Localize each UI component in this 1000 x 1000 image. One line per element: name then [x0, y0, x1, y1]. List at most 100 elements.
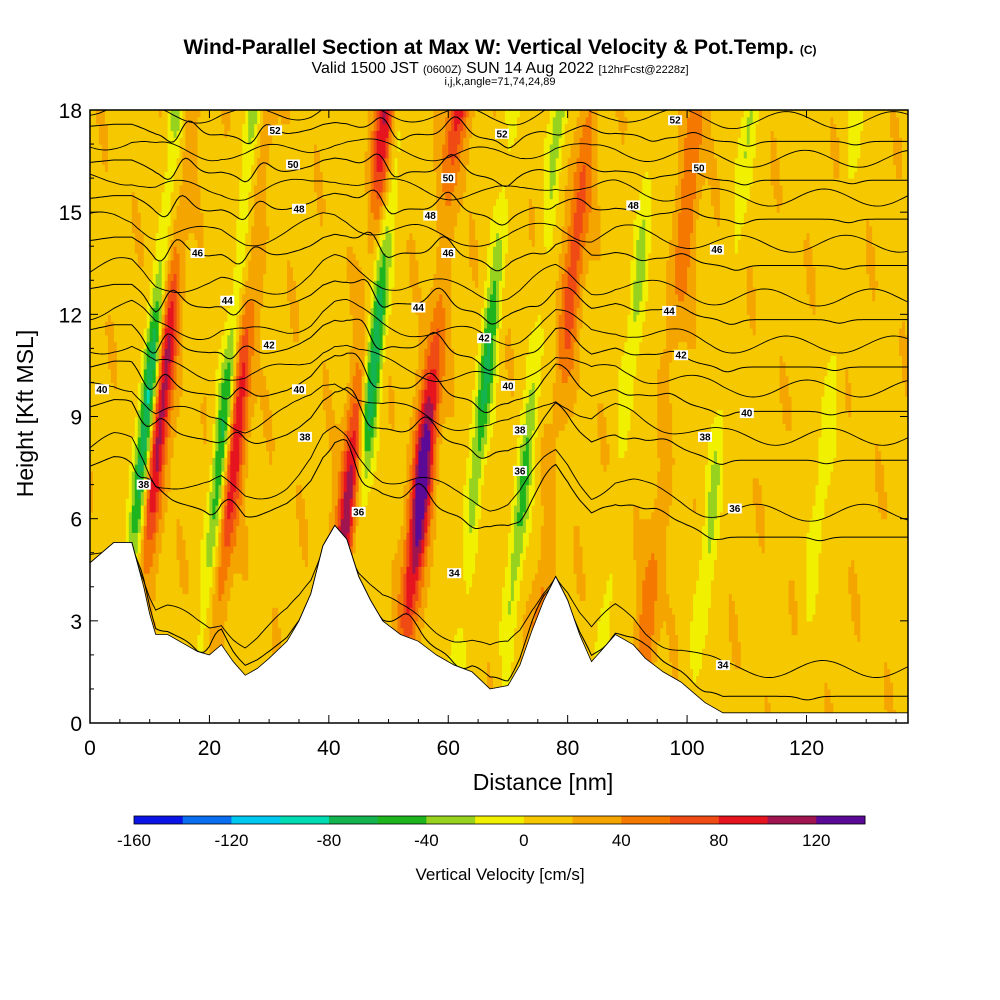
heat-cell — [137, 389, 142, 397]
heat-cell — [104, 259, 109, 268]
heat-cell — [116, 382, 121, 390]
heat-cell — [116, 532, 121, 540]
heat-cell — [116, 484, 121, 493]
heat-cell — [113, 266, 118, 275]
heat-cell — [125, 368, 130, 377]
heat-cell — [143, 205, 148, 213]
heat-cell — [125, 382, 130, 390]
heat-cell — [107, 218, 112, 227]
heat-cell — [137, 436, 142, 445]
heat-cell — [107, 266, 112, 275]
heat-cell — [125, 123, 130, 132]
heat-cell — [104, 205, 109, 213]
heat-cell — [131, 484, 136, 493]
heat-cell — [104, 130, 109, 138]
heat-cell — [95, 191, 100, 200]
heat-cell — [95, 443, 100, 452]
heat-cell — [137, 116, 142, 125]
heat-cell — [143, 348, 148, 356]
heat-cell — [90, 130, 94, 138]
heat-cell — [125, 232, 130, 241]
heat-cell — [125, 430, 130, 438]
heat-cell — [95, 314, 100, 322]
heat-cell — [134, 552, 139, 561]
heat-cell — [128, 402, 133, 411]
heat-cell — [119, 341, 124, 349]
heat-cell — [101, 505, 106, 513]
heat-cell — [101, 396, 106, 404]
heat-cell — [137, 518, 142, 527]
heat-cell — [104, 307, 109, 315]
heat-cell — [95, 259, 100, 268]
heat-cell — [137, 348, 142, 356]
heat-cell — [119, 157, 124, 166]
heat-cell — [95, 498, 100, 506]
heat-cell — [116, 470, 121, 479]
heat-cell — [95, 327, 100, 336]
heat-cell — [113, 307, 118, 315]
heat-cell — [128, 464, 133, 472]
heat-cell — [101, 430, 106, 438]
heat-cell — [122, 184, 127, 193]
heat-cell — [137, 457, 142, 465]
heat-cell — [134, 368, 139, 377]
heat-cell — [143, 559, 148, 567]
heat-cell — [110, 450, 115, 458]
heat-cell — [113, 409, 118, 418]
heat-cell — [110, 130, 115, 138]
heat-cell — [125, 423, 130, 431]
heat-cell — [92, 436, 97, 445]
heat-cell — [107, 287, 112, 295]
heat-cell — [122, 362, 127, 370]
heat-cell — [116, 505, 121, 513]
heat-cell — [95, 423, 100, 431]
heat-cell — [95, 511, 100, 520]
heat-cell — [107, 362, 112, 370]
heat-cell — [92, 259, 97, 268]
heat-cell — [143, 225, 148, 234]
heat-cell — [140, 273, 145, 281]
heat-cell — [107, 443, 112, 452]
heat-cell — [116, 457, 121, 465]
heat-cell — [90, 321, 94, 329]
heat-cell — [101, 239, 106, 247]
heat-cell — [113, 436, 118, 445]
heat-cell — [137, 259, 142, 268]
heat-cell — [92, 307, 97, 315]
heat-cell — [92, 334, 97, 343]
heat-cell — [95, 464, 100, 472]
heat-cell — [140, 362, 145, 370]
heat-cell — [92, 164, 97, 172]
heat-cell — [140, 464, 145, 472]
heat-cell — [92, 287, 97, 295]
heat-cell — [95, 198, 100, 206]
heat-cell — [95, 287, 100, 295]
heat-cell — [116, 273, 121, 281]
heat-cell — [95, 123, 100, 132]
heat-cell — [134, 477, 139, 486]
heat-cell — [101, 511, 106, 520]
heat-cell — [113, 130, 118, 138]
heat-cell — [128, 518, 133, 527]
heat-cell — [98, 198, 103, 206]
heat-cell — [113, 116, 118, 125]
heat-cell — [140, 130, 145, 138]
heat-cell — [95, 539, 100, 547]
heat-cell — [134, 280, 139, 288]
heat-cell — [122, 525, 127, 533]
heat-cell — [104, 157, 109, 166]
heat-cell — [134, 116, 139, 125]
heat-cell — [104, 423, 109, 431]
heat-cell — [95, 225, 100, 234]
heat-cell — [92, 232, 97, 241]
heat-cell — [98, 368, 103, 377]
heat-cell — [128, 184, 133, 193]
heat-cell — [110, 457, 115, 465]
heat-cell — [98, 164, 103, 172]
heat-cell — [101, 218, 106, 227]
heat-cell — [137, 307, 142, 315]
heat-cell — [122, 300, 127, 309]
heat-cell — [122, 314, 127, 322]
heat-cell — [122, 110, 127, 118]
heat-cell — [137, 539, 142, 547]
